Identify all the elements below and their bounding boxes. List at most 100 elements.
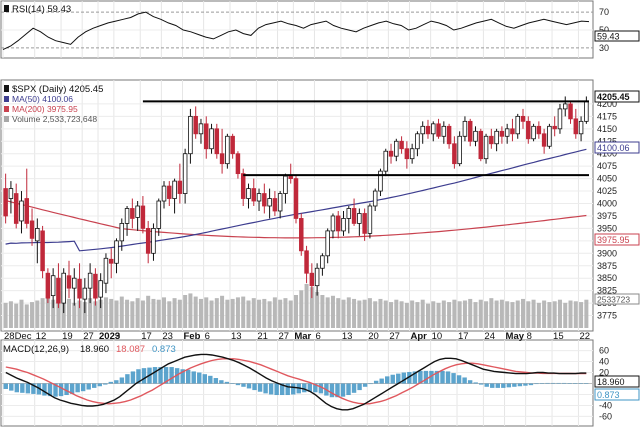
candle-down bbox=[510, 128, 515, 135]
candle-down bbox=[108, 258, 114, 264]
macd-histogram-bar bbox=[257, 383, 263, 392]
price-value-tag-box bbox=[594, 90, 640, 103]
macd-histogram-bar bbox=[368, 383, 373, 385]
macd-histogram-bar bbox=[235, 383, 241, 386]
macd-histogram-bar bbox=[152, 367, 158, 384]
macd-histogram-bar bbox=[291, 383, 296, 395]
volume-bar bbox=[151, 298, 156, 328]
candle-up bbox=[61, 272, 66, 304]
volume-bar bbox=[341, 299, 346, 328]
volume-bar bbox=[251, 298, 256, 328]
price-y-tick-label: 3825 bbox=[597, 286, 617, 296]
grid-lines bbox=[1, 1, 593, 426]
macd-histogram-bar bbox=[125, 374, 130, 384]
x-tick-label: 27 bbox=[389, 331, 400, 342]
ma50-value-tag-box bbox=[594, 141, 640, 154]
volume-bar bbox=[19, 299, 24, 328]
volume-value-tag-box bbox=[594, 293, 640, 305]
macd-histogram-bar bbox=[550, 382, 556, 384]
volume-bar bbox=[40, 298, 45, 328]
macd-histogram-bar bbox=[556, 382, 561, 384]
macd-title-macd-value: 18.960 bbox=[80, 344, 109, 355]
macd-y-tick-label: -60 bbox=[599, 411, 612, 421]
volume-bar bbox=[431, 301, 436, 328]
rsi-legend-swatch bbox=[4, 5, 9, 12]
macd-histogram-bar bbox=[136, 369, 141, 384]
volume-bar bbox=[119, 296, 124, 328]
candle-down bbox=[452, 143, 457, 165]
volume-bar bbox=[399, 301, 404, 328]
macd-histogram-bar bbox=[174, 368, 180, 384]
volume-bar bbox=[404, 302, 409, 328]
macd-histogram-bar bbox=[20, 383, 25, 393]
candle-up bbox=[119, 223, 125, 242]
volume-bar bbox=[415, 302, 420, 328]
volume-bar bbox=[135, 298, 140, 328]
candle-up bbox=[114, 240, 119, 264]
candle-up bbox=[82, 287, 88, 300]
macd-hist-value-tag-box bbox=[594, 388, 640, 401]
volume-bar bbox=[14, 303, 19, 328]
candle-down bbox=[446, 125, 452, 145]
volume-bar bbox=[584, 299, 589, 328]
volume-bar bbox=[557, 299, 562, 328]
x-tick-label: May bbox=[506, 331, 525, 342]
candle-up bbox=[557, 108, 563, 130]
macd-histogram-bar bbox=[202, 374, 207, 384]
candle-up bbox=[357, 213, 362, 224]
candle-up bbox=[547, 125, 552, 147]
macd-title-hist-value: 0.873 bbox=[152, 344, 176, 355]
ma200-line bbox=[5, 199, 587, 239]
macd-histogram-bar bbox=[3, 383, 8, 389]
volume-bar bbox=[272, 297, 277, 328]
volume-bar bbox=[293, 295, 299, 328]
macd-y-tick-label: 40 bbox=[599, 357, 609, 367]
candle-up bbox=[182, 153, 188, 194]
candle-up bbox=[584, 100, 589, 122]
candle-up bbox=[35, 228, 40, 242]
macd-header: MACD(12,26,9) 18.960 18.087 0.873 bbox=[3, 344, 176, 355]
volume-bar bbox=[230, 298, 235, 328]
volume-bar bbox=[146, 295, 151, 328]
candle-down bbox=[93, 273, 98, 299]
volume-bar bbox=[156, 299, 161, 328]
candle-up bbox=[172, 180, 177, 199]
macd-histogram-bar bbox=[490, 383, 495, 388]
candle-down bbox=[230, 135, 235, 155]
x-tick-label: 13 bbox=[342, 331, 353, 342]
volume-bar bbox=[177, 299, 182, 328]
candle-up bbox=[277, 193, 283, 212]
macd-histogram-bar bbox=[440, 370, 445, 384]
macd-title-label: MACD(12,26,9) bbox=[3, 344, 69, 355]
volume-bar bbox=[468, 298, 473, 328]
price-legend-swatch bbox=[4, 85, 9, 92]
candle-up bbox=[341, 218, 346, 232]
price-y-tick-label: 3775 bbox=[597, 311, 617, 321]
macd-histogram-bar bbox=[130, 371, 136, 384]
candle-up bbox=[161, 185, 167, 202]
candle-down bbox=[130, 208, 135, 219]
candle-up bbox=[494, 130, 499, 145]
volume-bar bbox=[452, 299, 457, 328]
volume-bar bbox=[288, 300, 293, 328]
volume-bar bbox=[357, 300, 362, 328]
macd-histogram-bar bbox=[185, 369, 191, 384]
candle-down bbox=[568, 103, 573, 120]
volume-bar bbox=[352, 298, 357, 328]
price-y-tick-label: 3975 bbox=[597, 211, 617, 221]
macd-histogram-bar bbox=[329, 383, 335, 398]
volume-bar bbox=[521, 298, 526, 328]
price-y-tick-label: 4050 bbox=[597, 174, 617, 184]
price-legend-symbol: $SPX (Daily) 4205.45 bbox=[12, 84, 103, 95]
x-tick-label: 17 bbox=[458, 331, 469, 342]
x-tick-label: 20 bbox=[368, 331, 379, 342]
macd-histogram-bar bbox=[357, 383, 362, 391]
candle-up bbox=[420, 125, 425, 135]
macd-histogram-bar bbox=[64, 383, 69, 396]
candle-down bbox=[29, 220, 35, 239]
price-y-tick-label: 3850 bbox=[597, 273, 617, 283]
candle-up bbox=[562, 103, 568, 110]
candle-down bbox=[293, 178, 299, 219]
volume-bar bbox=[526, 301, 531, 328]
